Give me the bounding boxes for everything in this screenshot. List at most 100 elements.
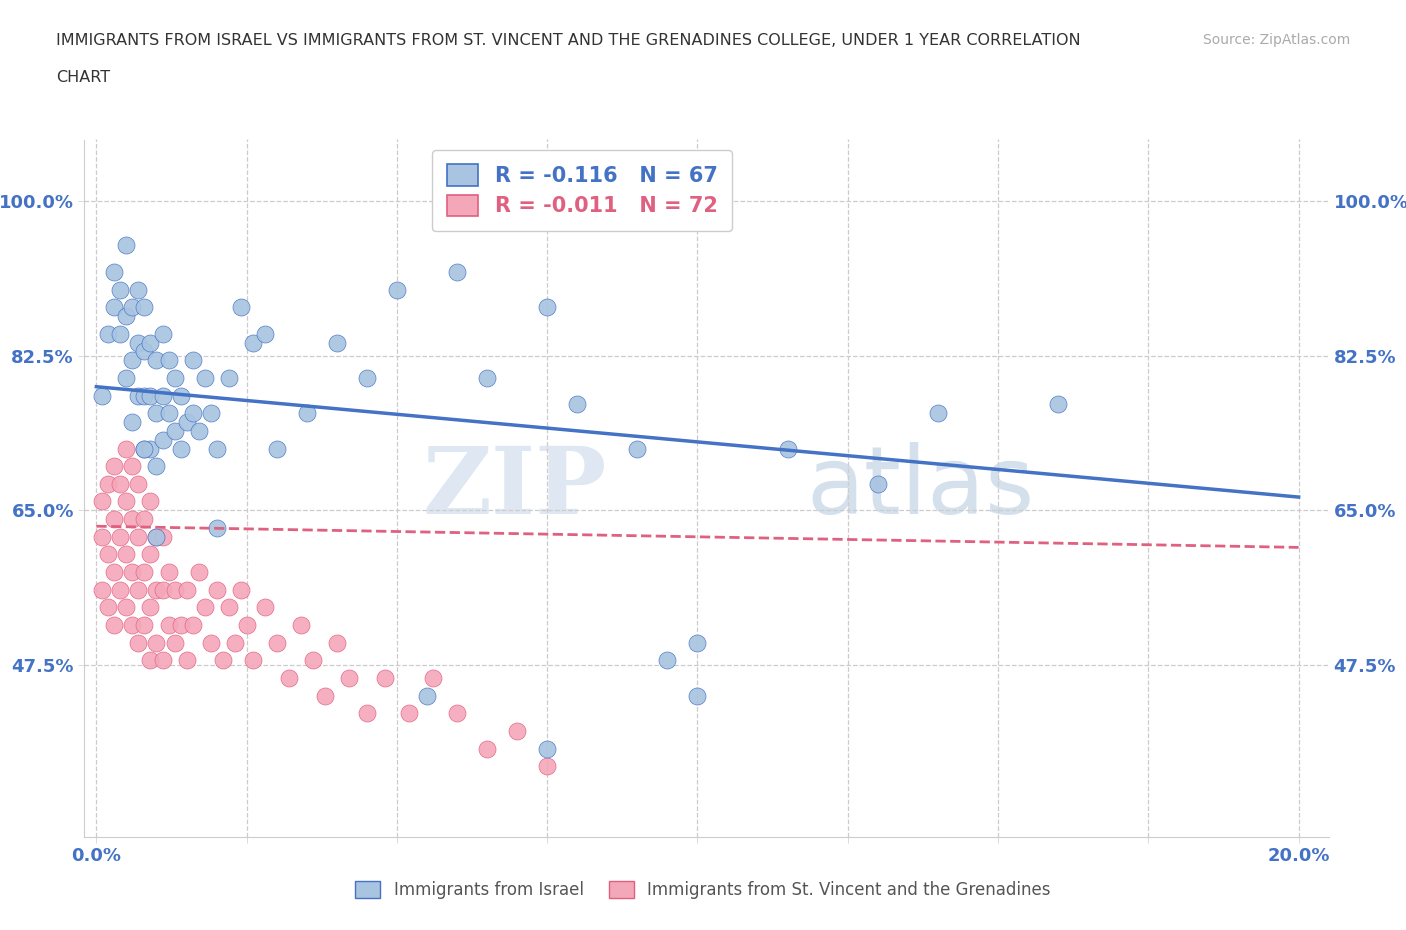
Point — [157, 618, 180, 632]
Point — [139, 388, 162, 403]
Point — [181, 352, 204, 367]
Text: IMMIGRANTS FROM ISRAEL VS IMMIGRANTS FROM ST. VINCENT AND THE GRENADINES COLLEGE: IMMIGRANTS FROM ISRAEL VS IMMIGRANTS FRO… — [56, 33, 1081, 47]
Point — [326, 335, 349, 350]
Point — [295, 405, 318, 420]
Point — [121, 458, 143, 473]
Point — [134, 299, 156, 314]
Point — [97, 476, 120, 491]
Point — [536, 741, 558, 756]
Point — [103, 565, 125, 579]
Point — [139, 600, 162, 615]
Point — [103, 512, 125, 526]
Point — [686, 688, 709, 703]
Point — [326, 635, 349, 650]
Point — [152, 529, 174, 544]
Point — [115, 309, 138, 324]
Point — [139, 547, 162, 562]
Point — [110, 476, 132, 491]
Point — [253, 326, 276, 341]
Point — [127, 582, 149, 597]
Point — [115, 547, 138, 562]
Point — [157, 352, 180, 367]
Point — [115, 600, 138, 615]
Point — [145, 458, 167, 473]
Point — [127, 335, 149, 350]
Point — [398, 706, 420, 721]
Point — [301, 653, 323, 668]
Point — [446, 264, 468, 279]
Point — [163, 370, 186, 385]
Point — [127, 476, 149, 491]
Point — [152, 582, 174, 597]
Point — [103, 299, 125, 314]
Point — [475, 741, 498, 756]
Point — [139, 494, 162, 509]
Point — [266, 441, 288, 456]
Point — [337, 671, 360, 685]
Point — [97, 326, 120, 341]
Text: ZIP: ZIP — [423, 444, 607, 533]
Point — [229, 299, 252, 314]
Point — [657, 653, 679, 668]
Point — [139, 441, 162, 456]
Point — [121, 299, 143, 314]
Point — [157, 405, 180, 420]
Point — [127, 388, 149, 403]
Point — [139, 335, 162, 350]
Point — [927, 405, 949, 420]
Point — [115, 238, 138, 253]
Legend: Immigrants from Israel, Immigrants from St. Vincent and the Grenadines: Immigrants from Israel, Immigrants from … — [347, 873, 1059, 908]
Text: atlas: atlas — [806, 443, 1035, 534]
Point — [866, 476, 889, 491]
Point — [356, 370, 378, 385]
Point — [121, 352, 143, 367]
Point — [145, 405, 167, 420]
Point — [229, 582, 252, 597]
Point — [91, 582, 114, 597]
Point — [446, 706, 468, 721]
Point — [235, 618, 257, 632]
Point — [97, 547, 120, 562]
Point — [506, 724, 529, 738]
Point — [181, 405, 204, 420]
Point — [253, 600, 276, 615]
Point — [187, 423, 209, 438]
Point — [205, 582, 228, 597]
Point — [224, 635, 246, 650]
Point — [115, 370, 138, 385]
Point — [145, 582, 167, 597]
Point — [121, 415, 143, 430]
Point — [176, 653, 198, 668]
Text: CHART: CHART — [56, 70, 110, 85]
Point — [1047, 397, 1070, 412]
Point — [242, 653, 264, 668]
Point — [200, 635, 222, 650]
Point — [194, 600, 217, 615]
Point — [356, 706, 378, 721]
Point — [536, 759, 558, 774]
Point — [536, 299, 558, 314]
Point — [385, 282, 408, 297]
Point — [127, 635, 149, 650]
Point — [422, 671, 444, 685]
Point — [152, 653, 174, 668]
Point — [218, 600, 240, 615]
Legend: R = -0.116   N = 67, R = -0.011   N = 72: R = -0.116 N = 67, R = -0.011 N = 72 — [432, 150, 733, 231]
Point — [187, 565, 209, 579]
Point — [626, 441, 648, 456]
Text: Source: ZipAtlas.com: Source: ZipAtlas.com — [1202, 33, 1350, 46]
Point — [121, 512, 143, 526]
Point — [686, 635, 709, 650]
Point — [110, 282, 132, 297]
Point — [134, 388, 156, 403]
Point — [103, 264, 125, 279]
Point — [134, 441, 156, 456]
Point — [205, 521, 228, 536]
Point — [103, 618, 125, 632]
Point — [475, 370, 498, 385]
Point — [127, 529, 149, 544]
Point — [181, 618, 204, 632]
Point — [134, 344, 156, 359]
Point — [205, 441, 228, 456]
Point — [218, 370, 240, 385]
